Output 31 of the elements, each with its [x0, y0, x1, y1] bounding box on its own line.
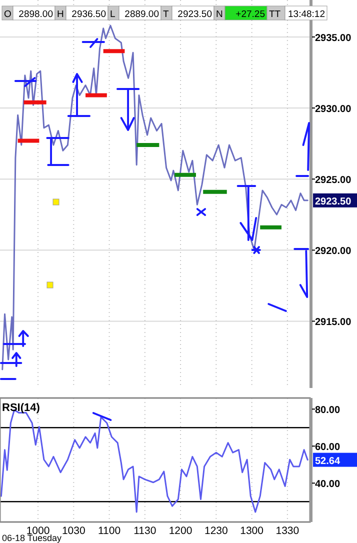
- annotation: TT: [269, 9, 281, 20]
- x-tick-label: 1100: [98, 525, 121, 537]
- annotation: H: [57, 9, 64, 20]
- annotation: 2923.50: [315, 196, 352, 208]
- annotation: O: [4, 9, 12, 20]
- annotation: T: [163, 9, 169, 20]
- y-tick-label: 60.00: [315, 442, 340, 454]
- x-tick-label: 1300: [240, 525, 264, 537]
- annotation: +27.25: [236, 9, 265, 20]
- chart-title: RSI(14): [2, 402, 40, 414]
- y-tick-label: 40.00: [315, 479, 340, 490]
- x-tick-label: 1330: [276, 525, 300, 537]
- annotation: 2889.00: [124, 9, 159, 20]
- x-tick-label: 1230: [204, 525, 228, 537]
- text: 06-18 Tuesday: [2, 533, 62, 543]
- x-tick-label: 1200: [168, 525, 192, 537]
- x-tick-label: 1130: [134, 525, 156, 537]
- y-tick-label: 2920.00: [315, 246, 352, 258]
- annotation: L: [110, 9, 116, 20]
- y-tick-label: 2925.00: [315, 175, 352, 186]
- annotation: 2936.50: [72, 9, 106, 20]
- annotation: N: [216, 9, 223, 20]
- y-tick-label: 2930.00: [315, 104, 352, 116]
- annotation: 13:48:12: [288, 9, 325, 20]
- x-tick-label: 1030: [62, 525, 86, 537]
- annotation: 52.64: [315, 456, 340, 467]
- y-tick-label: 2915.00: [315, 317, 352, 328]
- y-tick-label: 80.00: [315, 405, 340, 416]
- annotation: 2898.00: [18, 9, 53, 20]
- y-tick-label: 2935.00: [315, 32, 352, 44]
- annotation: 2923.50: [178, 9, 212, 20]
